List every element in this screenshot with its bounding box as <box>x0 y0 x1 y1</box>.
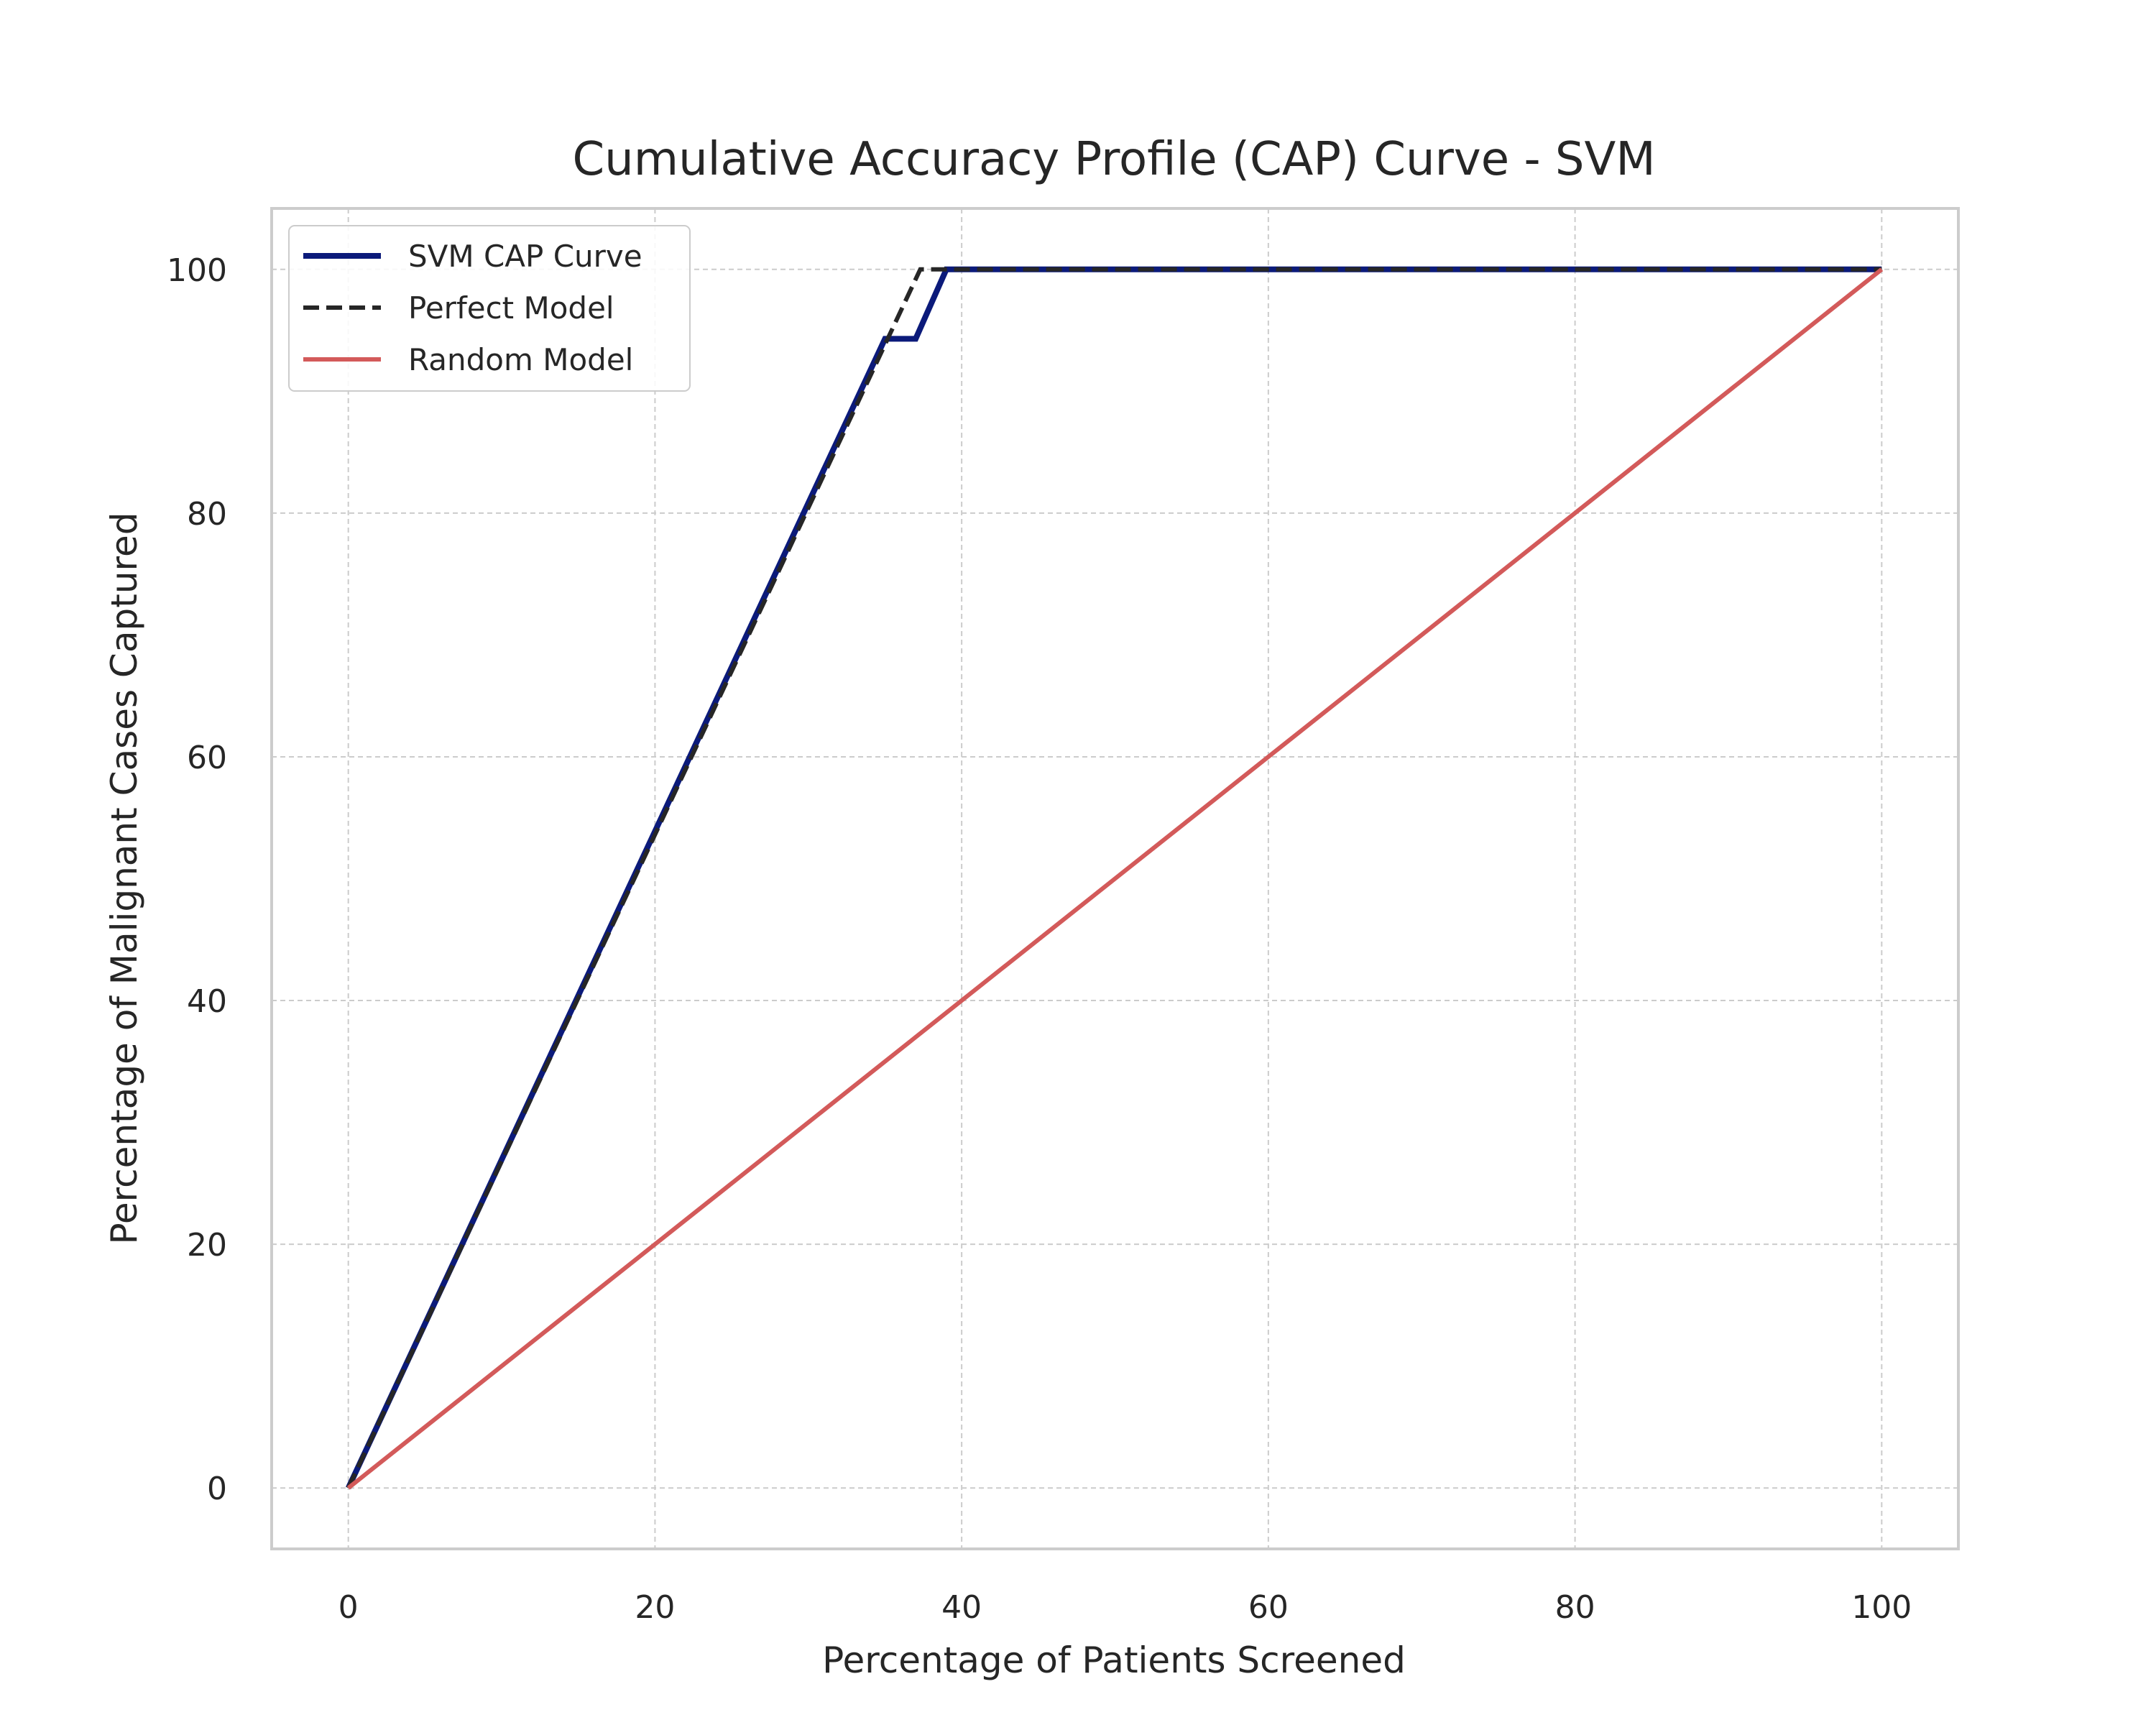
grid <box>272 208 1958 1549</box>
random-model-line <box>346 267 1884 1490</box>
chart-title: Cumulative Accuracy Profile (CAP) Curve … <box>572 133 1655 186</box>
legend-label-random-model: Random Model <box>408 342 633 377</box>
y-tick-label: 40 <box>187 983 227 1020</box>
legend-label-perfect-model: Perfect Model <box>408 290 614 326</box>
legend-box <box>288 225 691 392</box>
y-axis-ticks: 0 20 40 60 80 100 <box>167 252 227 1507</box>
x-tick-label: 60 <box>1248 1589 1289 1626</box>
x-tick-label: 40 <box>941 1589 982 1626</box>
x-tick-label: 20 <box>635 1589 675 1626</box>
plot-frame <box>270 207 1960 1550</box>
y-tick-label: 60 <box>187 740 227 776</box>
x-axis-ticks: 0 20 40 60 80 100 <box>338 1589 1912 1626</box>
perfect-model-line <box>346 267 1882 1489</box>
y-axis-label: Percentage of Malignant Cases Captured <box>103 512 145 1245</box>
x-tick-label: 100 <box>1851 1589 1912 1626</box>
x-axis-label: Percentage of Patients Screened <box>822 1639 1406 1681</box>
legend: SVM CAP Curve Perfect Model Random Model <box>288 225 691 392</box>
y-tick-label: 100 <box>167 252 227 289</box>
x-tick-label: 80 <box>1555 1589 1595 1626</box>
y-tick-label: 20 <box>187 1227 227 1264</box>
x-tick-label: 0 <box>338 1589 359 1626</box>
series-layer <box>346 266 1884 1490</box>
y-tick-label: 0 <box>207 1471 227 1507</box>
legend-label-svm-cap-curve: SVM CAP Curve <box>408 239 642 274</box>
y-tick-label: 80 <box>187 496 227 533</box>
